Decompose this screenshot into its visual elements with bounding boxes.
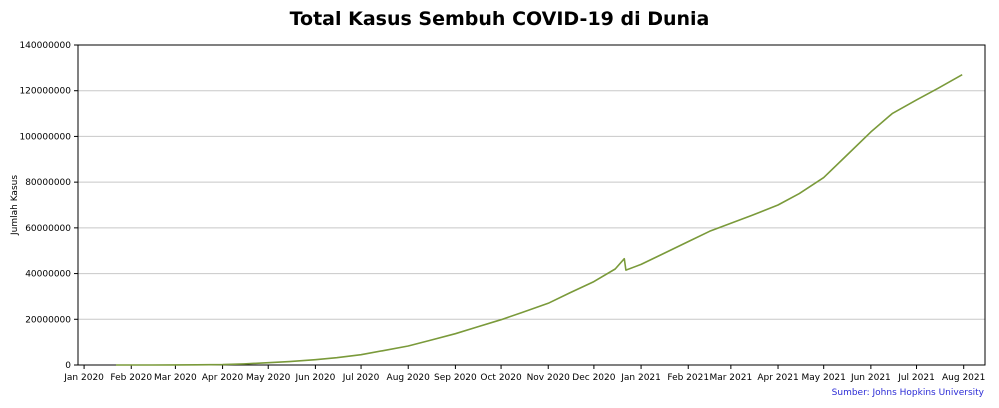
y-tick-label: 80000000 bbox=[25, 178, 71, 188]
x-tick-label: Aug 2020 bbox=[387, 373, 431, 383]
y-tick-label: 100000000 bbox=[19, 132, 71, 142]
x-tick-label: Dec 2020 bbox=[572, 373, 615, 383]
x-tick-label: Apr 2021 bbox=[757, 373, 798, 383]
y-tick-label: 120000000 bbox=[19, 87, 71, 97]
x-tick-label: Sep 2020 bbox=[434, 373, 477, 383]
x-tick-label: Feb 2020 bbox=[110, 373, 152, 383]
x-tick-label: Feb 2021 bbox=[667, 373, 709, 383]
x-tick-label: Apr 2020 bbox=[202, 373, 244, 383]
x-tick-label: Aug 2021 bbox=[942, 373, 985, 383]
x-tick-label: May 2021 bbox=[802, 373, 846, 383]
y-tick-label: 40000000 bbox=[25, 270, 71, 280]
x-tick-label: Oct 2020 bbox=[480, 373, 522, 383]
y-tick-label: 60000000 bbox=[25, 224, 71, 234]
x-tick-label: Jul 2020 bbox=[342, 373, 380, 383]
x-tick-label: Jan 2020 bbox=[63, 373, 104, 383]
y-tick-label: 20000000 bbox=[25, 315, 71, 325]
source-note: Sumber: Johns Hopkins University bbox=[831, 388, 984, 398]
x-tick-label: Jun 2020 bbox=[294, 373, 335, 383]
x-tick-label: Jan 2021 bbox=[620, 373, 661, 383]
x-tick-label: Jul 2021 bbox=[897, 373, 935, 383]
y-axis-label: Jumlah Kasus bbox=[10, 175, 20, 236]
chart-title: Total Kasus Sembuh COVID-19 di Dunia bbox=[289, 8, 710, 30]
x-tick-label: Mar 2021 bbox=[709, 373, 752, 383]
y-tick-label: 140000000 bbox=[19, 41, 71, 51]
axes-frame bbox=[77, 44, 986, 366]
x-tick-label: May 2020 bbox=[246, 373, 291, 383]
x-tick-label: Mar 2020 bbox=[154, 373, 197, 383]
series-line-0 bbox=[116, 74, 963, 366]
x-tick-label: Jun 2021 bbox=[850, 373, 891, 383]
x-tick-label: Nov 2020 bbox=[527, 373, 571, 383]
y-tick-label: 0 bbox=[65, 361, 71, 371]
